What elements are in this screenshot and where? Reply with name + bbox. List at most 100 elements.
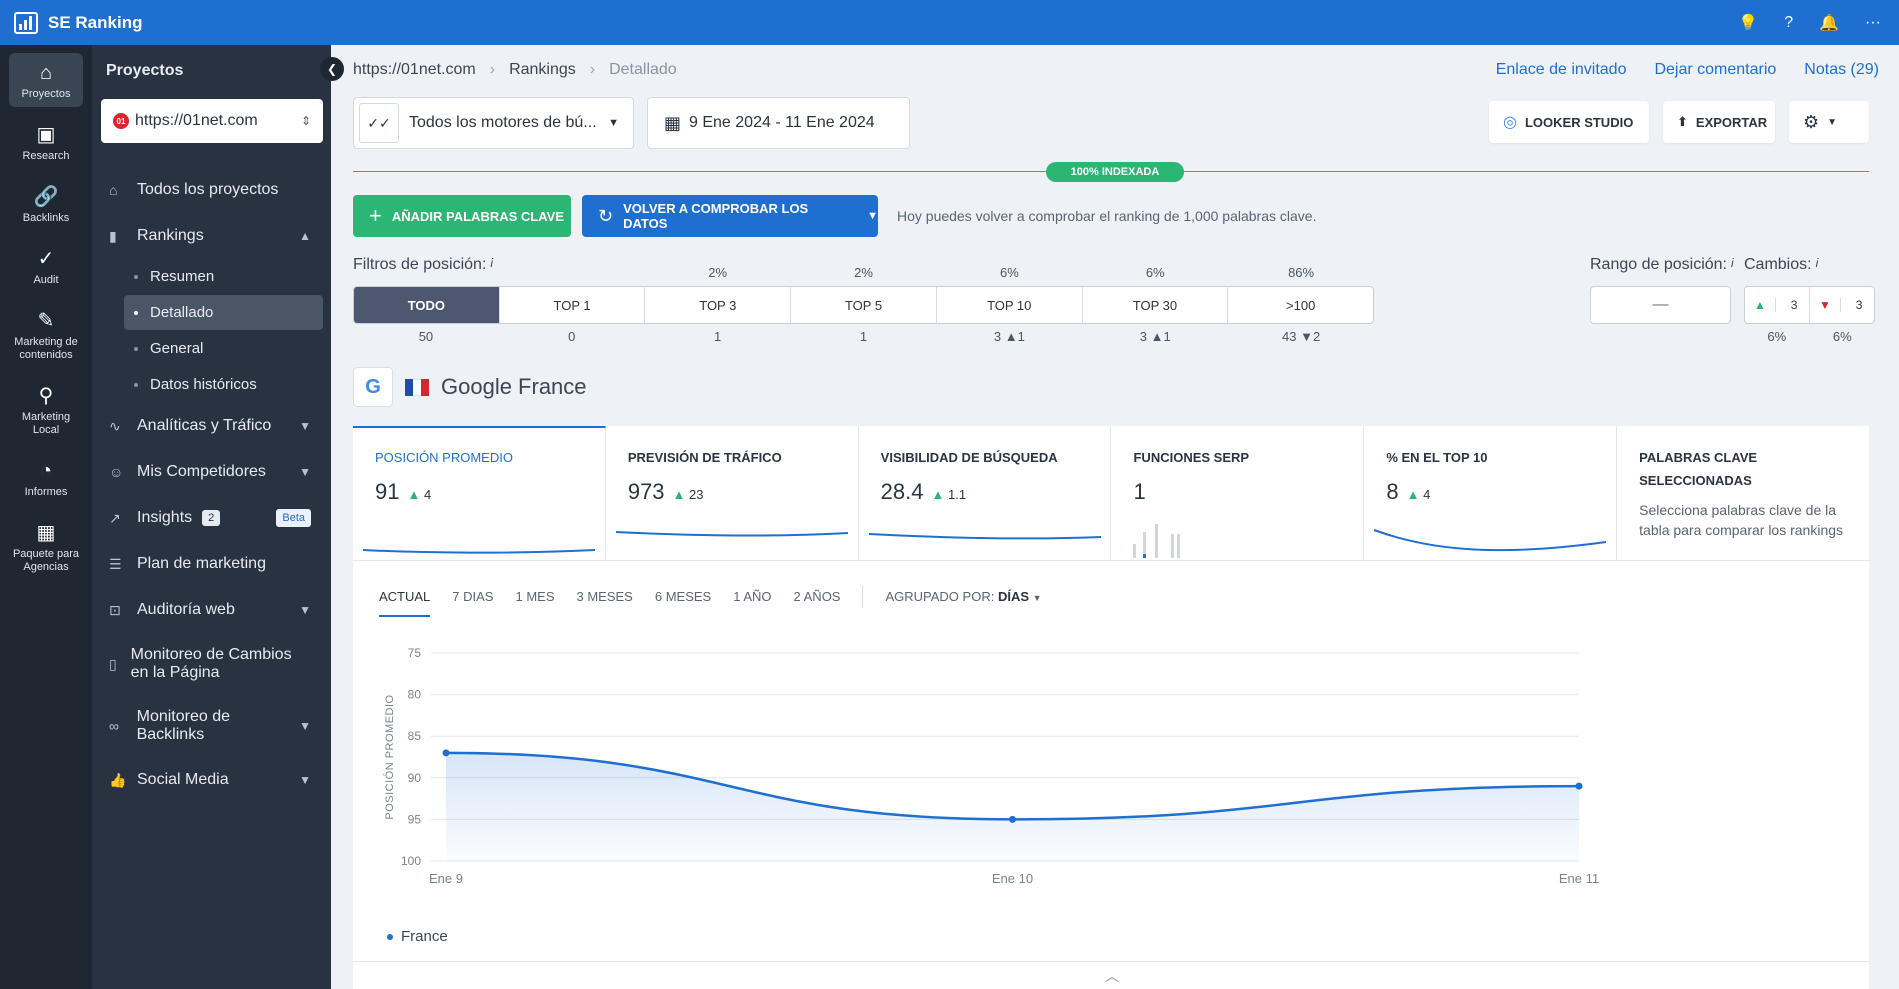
rail-agency[interactable]: ▦ Paquete para Agencias xyxy=(9,513,83,580)
metric-search-visibility[interactable]: VISIBILIDAD DE BÚSQUEDA 28.4 ▲ 1.1 xyxy=(859,426,1112,560)
recheck-data-button[interactable]: ↻ VOLVER A COMPROBAR LOS DATOS ▼ xyxy=(582,195,878,237)
add-keywords-button[interactable]: + AÑADIR PALABRAS CLAVE xyxy=(353,195,571,237)
changes-down-button[interactable]: ▼ 3 xyxy=(1810,287,1874,323)
icon-rail: ⌂ Proyectos ▣ Research 🔗 Backlinks ✓ Audit ✎… xyxy=(0,45,92,989)
sidebar-item-rankings[interactable]: ▮ Rankings ▲ xyxy=(109,227,311,244)
chart-card: ACTUAL 7 DIAS 1 MES 3 MESES 6 MESES 1 AÑ… xyxy=(353,560,1869,989)
sidebar-sub-general[interactable]: General xyxy=(124,331,323,366)
users-icon: ☺ xyxy=(109,464,124,480)
filter-tab-top1[interactable]: TOP 1 xyxy=(500,287,646,323)
double-check-icon: ✓✓ xyxy=(359,103,399,143)
sidebar-item-page-changes[interactable]: ▯ Monitoreo de Cambios en la Página xyxy=(109,646,292,681)
page-icon: ▯ xyxy=(109,656,117,672)
metric-avg-position[interactable]: POSICIÓN PROMEDIO 91 ▲ 4 xyxy=(353,426,606,560)
sidebar-sub-historicos[interactable]: Datos históricos xyxy=(124,367,323,402)
filter-tab-top3[interactable]: TOP 3 xyxy=(645,287,792,323)
date-range-picker[interactable]: ▦ 9 Ene 2024 - 11 Ene 2024 xyxy=(647,97,910,149)
period-tab-actual[interactable]: ACTUAL xyxy=(379,589,431,617)
filter-tab-over100[interactable]: >100 xyxy=(1286,297,1316,313)
group-by-select[interactable]: AGRUPADO POR: DÍAS ▼ xyxy=(885,589,1042,604)
filter-percentages: 2% 2% 6% 6% 86% xyxy=(353,265,1374,280)
period-tab-1m[interactable]: 1 MES xyxy=(515,589,555,604)
chevron-down-icon: ▼ xyxy=(608,117,619,129)
project-favicon-icon: 01 xyxy=(113,113,129,129)
info-icon[interactable]: i xyxy=(490,256,494,270)
bulb-icon[interactable]: 💡 xyxy=(1738,14,1759,32)
project-select[interactable]: 01 https://01net.com ⇕ xyxy=(101,99,323,143)
rail-audit[interactable]: ✓ Audit xyxy=(9,239,83,293)
home-icon: ⌂ xyxy=(109,182,118,198)
chart-legend[interactable]: France xyxy=(387,928,448,945)
filter-tab-todo[interactable]: TODO xyxy=(354,287,500,323)
rail-local-marketing[interactable]: ⚲ Marketing Local xyxy=(9,376,83,443)
notes-link[interactable]: Notas (29) xyxy=(1804,61,1879,78)
rail-reports[interactable]: ◔ Informes xyxy=(9,451,83,505)
rail-research[interactable]: ▣ Research xyxy=(9,115,83,169)
metric-top10-pct[interactable]: % EN EL TOP 10 8 ▲ 4 xyxy=(1364,426,1618,560)
sidebar-sub-detallado[interactable]: Detallado xyxy=(124,295,323,330)
looker-studio-button[interactable]: ◎ LOOKER STUDIO xyxy=(1489,101,1649,143)
arrow-up-icon: ▲ xyxy=(931,487,945,502)
upload-icon: ⬆ xyxy=(1677,114,1688,129)
chevron-down-icon: ▼ xyxy=(299,603,311,617)
settings-button[interactable]: ⚙ ▼ xyxy=(1789,101,1869,143)
sidebar-item-marketing-plan[interactable]: ☰ Plan de marketing xyxy=(109,555,266,572)
pin-icon: ⚲ xyxy=(38,385,54,407)
filter-tab-top30[interactable]: TOP 30 xyxy=(1083,287,1229,323)
more-icon[interactable]: ··· xyxy=(1865,13,1881,31)
recheck-note: Hoy puedes volver a comprobar el ranking… xyxy=(897,208,1317,224)
refresh-icon: ↻ xyxy=(598,205,614,226)
sidebar-item-all-projects[interactable]: ⌂ Todos los proyectos xyxy=(109,181,279,198)
filter-tab-top5[interactable]: TOP 5 xyxy=(791,287,937,323)
search-engine-select[interactable]: ✓✓ Todos los motores de bú... ▼ xyxy=(353,97,634,149)
sidebar-item-analytics[interactable]: ∿ Analíticas y Tráfico ▼ xyxy=(109,417,311,434)
guest-link[interactable]: Enlace de invitado xyxy=(1495,61,1627,78)
x-tick-label: Ene 11 xyxy=(1559,871,1599,886)
chevron-up-icon[interactable]: ︿ xyxy=(1105,968,1119,984)
help-icon[interactable]: ? xyxy=(1784,13,1794,31)
sidebar-title: Proyectos xyxy=(106,62,184,79)
info-icon[interactable]: i xyxy=(1730,256,1734,270)
export-button[interactable]: ⬆ EXPORTAR xyxy=(1663,101,1775,143)
brand[interactable]: SE Ranking xyxy=(0,11,142,34)
pulse-icon: ∿ xyxy=(109,417,121,434)
period-tab-3m[interactable]: 3 MESES xyxy=(576,589,633,604)
period-tab-2y[interactable]: 2 AÑOS xyxy=(793,589,841,604)
sidebar-item-social-media[interactable]: 👍 Social Media ▼ xyxy=(109,771,311,788)
period-tab-1y[interactable]: 1 AÑO xyxy=(733,589,772,604)
metric-label: PREVISIÓN DE TRÁFICO xyxy=(627,450,782,465)
chevron-up-icon: ▲ xyxy=(299,229,311,243)
position-range-input[interactable]: — xyxy=(1590,286,1731,324)
info-icon[interactable]: i xyxy=(1815,256,1819,270)
sidebar-item-competitors[interactable]: ☺ Mis Competidores ▼ xyxy=(109,463,311,480)
arrow-up-icon: ▲ xyxy=(1745,298,1776,312)
changes-up-button[interactable]: ▲ 3 xyxy=(1745,287,1810,323)
period-tab-7d[interactable]: 7 DIAS xyxy=(452,589,494,604)
thumbs-up-icon: 👍 xyxy=(109,771,127,788)
building-icon: ▦ xyxy=(36,522,56,544)
serp-bars xyxy=(1133,524,1181,558)
y-axis-label: POSICIÓN PROMEDIO xyxy=(383,694,396,819)
breadcrumb-project[interactable]: https://01net.com xyxy=(353,61,476,78)
metric-label: % EN EL TOP 10 xyxy=(1386,450,1488,465)
changes-label: Cambios: i xyxy=(1744,256,1819,273)
metric-serp-features[interactable]: FUNCIONES SERP 1 xyxy=(1111,426,1365,560)
metric-traffic-forecast[interactable]: PREVISIÓN DE TRÁFICO 973 ▲ 23 xyxy=(606,426,859,560)
insights-count-badge: 2 xyxy=(202,510,221,526)
filter-tab-top10[interactable]: TOP 10 xyxy=(937,287,1083,323)
breadcrumb-rankings[interactable]: Rankings xyxy=(509,61,576,78)
collapse-sidebar-button[interactable]: ❮ xyxy=(320,57,344,81)
sparkline xyxy=(1374,529,1607,552)
sidebar-item-insights[interactable]: ↗ Insights 2 Beta xyxy=(92,495,331,541)
sidebar-item-web-audit[interactable]: ⊡ Auditoría web ▼ xyxy=(109,601,311,618)
arrow-up-icon: ▲ xyxy=(672,487,686,502)
sidebar-item-backlinks-monitor[interactable]: ∞ Monitoreo de Backlinks ▼ xyxy=(109,708,311,743)
rail-content-marketing[interactable]: ✎ Marketing de contenidos xyxy=(9,301,83,368)
period-tab-6m[interactable]: 6 MESES xyxy=(654,589,712,604)
filter-count: 43 ▼2 xyxy=(1281,329,1321,344)
rail-backlinks[interactable]: 🔗 Backlinks xyxy=(9,177,83,231)
rail-proyectos[interactable]: ⌂ Proyectos xyxy=(9,53,83,107)
comment-link[interactable]: Dejar comentario xyxy=(1654,61,1777,78)
bell-icon[interactable]: 🔔 xyxy=(1819,14,1840,32)
sidebar-sub-resumen[interactable]: Resumen xyxy=(124,259,323,294)
